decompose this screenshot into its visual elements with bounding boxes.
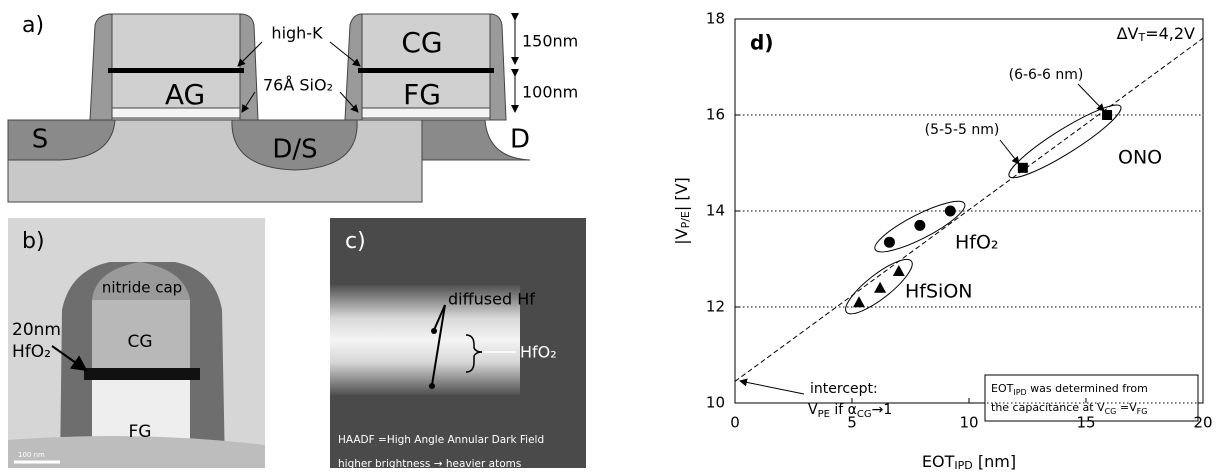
high-k-layer [108,68,244,73]
label: 150nm [522,32,578,51]
group-outline [874,200,966,253]
drain-region [421,119,531,161]
x-tick-label: 15 [1076,414,1095,432]
marker [914,219,926,231]
note-box [984,374,1199,422]
pointer-dot [429,383,435,389]
y-tick-label: 12 [706,298,725,316]
panel-a: a) high-K 76Å SiO₂ CG FG AG 150nm 100nm … [7,13,578,203]
spacer [89,13,113,121]
panel-label: c) [345,229,366,254]
x-tick-label: 5 [847,414,857,432]
plot-frame [734,18,1204,404]
group-outline [845,258,913,315]
label: diffused Hf [448,290,535,309]
label: FG [129,422,152,442]
label: S [32,125,49,155]
label: HfO₂ [12,342,51,362]
gate [361,13,491,121]
pointer [431,304,446,386]
x-axis-label: EOTIPD [nm] [922,452,1016,473]
annotation: intercept: [810,381,878,397]
marker [883,236,895,248]
pointer-dot [431,328,437,334]
label: AG [165,78,205,111]
brace [465,334,483,373]
note: EOTIPD was determined from [991,382,1148,397]
marker [1017,162,1028,173]
substrate [8,436,265,468]
y-tick-label: 14 [706,202,725,220]
fit-line [734,37,1204,382]
leader [1077,83,1105,112]
marker [944,205,956,217]
leader [999,139,1020,165]
label: CG [401,26,442,59]
source-region [7,119,116,161]
y-tick-label: 16 [706,106,725,124]
arrow [241,91,256,113]
note: the capacitance at VCG =VFG [991,401,1147,416]
y-tick-label: 10 [706,394,725,412]
x-tick-label: 10 [959,414,978,432]
annotation: ΔVT=4,2V [1117,24,1195,45]
panel-label: b) [22,229,45,254]
x-tick-label: 20 [1193,414,1212,432]
series-label: ONO [1118,147,1162,169]
marker [874,281,887,293]
series-label: HfSiON [905,281,972,303]
annotation: (6-6-6 nm) [1009,67,1084,83]
spacer [239,13,259,121]
leader [739,378,805,395]
arrow [51,345,88,372]
marker [853,296,866,308]
scale-label: 100 nm [18,451,45,459]
panel-b: b) nitride cap CG 20nm HfO₂ FG 100 nm [8,218,265,468]
label: D [510,125,530,155]
nitride-cap [92,262,190,300]
label: high-K [271,24,323,43]
arrow [237,41,263,67]
annotation: VPE if αCG→1 [808,402,892,420]
panel-d: d) ΔVT=4,2V (6-6-6 nm) (5-5-5 nm) interc… [672,10,1213,473]
arrow [339,91,359,113]
panel-label: a) [22,13,44,38]
hfo2-layer [84,368,200,380]
label: CG [127,332,152,352]
group-outline [1008,104,1122,179]
panel-c: c) diffused Hf HfO₂ HAADF =High Angle An… [330,218,586,470]
label: D/S [272,135,317,165]
gate [111,13,241,121]
caption: higher brightness → heavier atoms [338,458,521,470]
panel-label: d) [750,31,773,55]
spacer [489,13,507,121]
y-axis-label: |VP/E| [V] [672,177,693,245]
y-tick-label: 18 [706,10,725,28]
oxide [361,107,491,119]
x-tick-label: 0 [730,414,740,432]
cg-region [92,300,190,368]
label: 100nm [522,83,578,102]
annotation: (5-5-5 nm) [925,122,1000,138]
marker [1102,110,1113,120]
label: HfO₂ [520,343,557,362]
oxide [111,107,241,119]
marker [892,265,905,276]
arrow [329,41,361,67]
label: 20nm [12,320,61,340]
hfo2-band [330,285,520,395]
spacer [344,13,363,121]
label: nitride cap [102,279,182,297]
series-label: HfO₂ [955,232,999,254]
ds-region [231,119,358,171]
label: FG [403,78,441,111]
pointer [433,304,446,331]
high-k-layer [358,68,494,73]
caption: HAADF =High Angle Annular Dark Field [338,434,544,446]
label: 76Å SiO₂ [263,76,333,95]
